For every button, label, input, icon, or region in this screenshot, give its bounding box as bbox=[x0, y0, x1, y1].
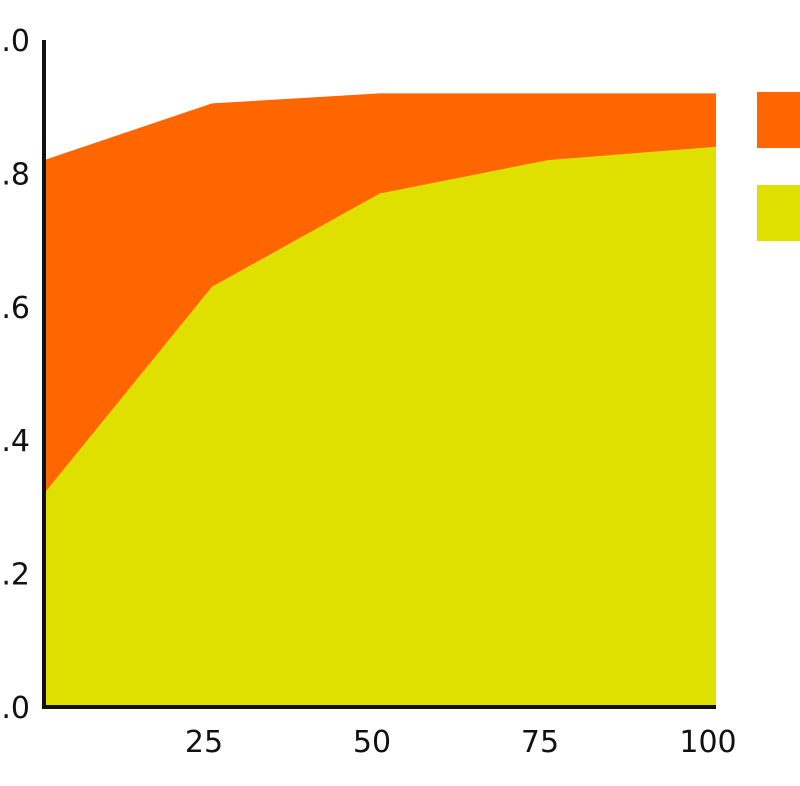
y-tick-labels: 0.0 0.2 0.4 0.6 0.8 1.0 bbox=[0, 24, 30, 726]
y-tick-label: 0.8 bbox=[0, 157, 30, 192]
legend-swatch-1 bbox=[757, 92, 800, 148]
y-tick-label: 0.0 bbox=[0, 691, 30, 726]
y-tick-label: 0.6 bbox=[0, 291, 30, 326]
x-tick-label: 75 bbox=[521, 725, 559, 760]
x-tick-label: 100 bbox=[679, 725, 736, 760]
x-tick-label: 50 bbox=[353, 725, 391, 760]
y-tick-label: 0.2 bbox=[0, 558, 30, 593]
y-tick-label: 0.4 bbox=[0, 424, 30, 459]
x-tick-labels: 25 50 75 100 bbox=[185, 725, 737, 760]
x-tick-label: 25 bbox=[185, 725, 223, 760]
area-series-2 bbox=[44, 146, 716, 707]
legend bbox=[757, 92, 800, 241]
y-tick-label: 1.0 bbox=[0, 24, 30, 59]
legend-swatch-2 bbox=[757, 185, 800, 241]
series-areas bbox=[44, 93, 716, 707]
